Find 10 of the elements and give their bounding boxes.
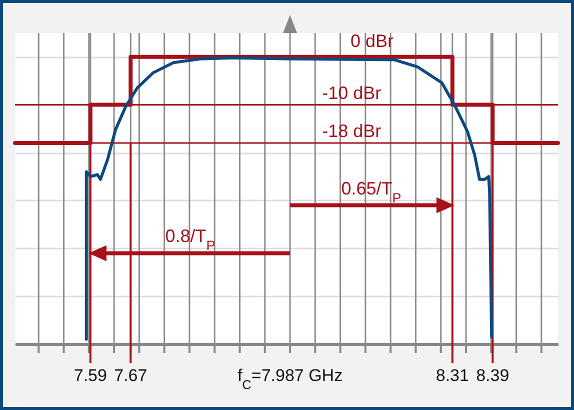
x-tick-label: 7.59	[74, 366, 107, 385]
x-tick-label: 7.67	[114, 366, 148, 385]
ref-line-label: -18 dBr	[322, 121, 382, 142]
annotation: 0.8/T$_{P}$	[165, 226, 216, 253]
annotation: 0 dBr	[350, 30, 394, 51]
ref-line-label: -10 dBr	[322, 82, 382, 103]
x-tick-label: 8.31	[436, 366, 469, 385]
annotation: 0.65/T$_{P}$	[341, 178, 402, 205]
x-tick-label: 8.39	[476, 366, 510, 385]
x-tick-label: f$_{C}$=7.987 GHz	[237, 366, 343, 392]
